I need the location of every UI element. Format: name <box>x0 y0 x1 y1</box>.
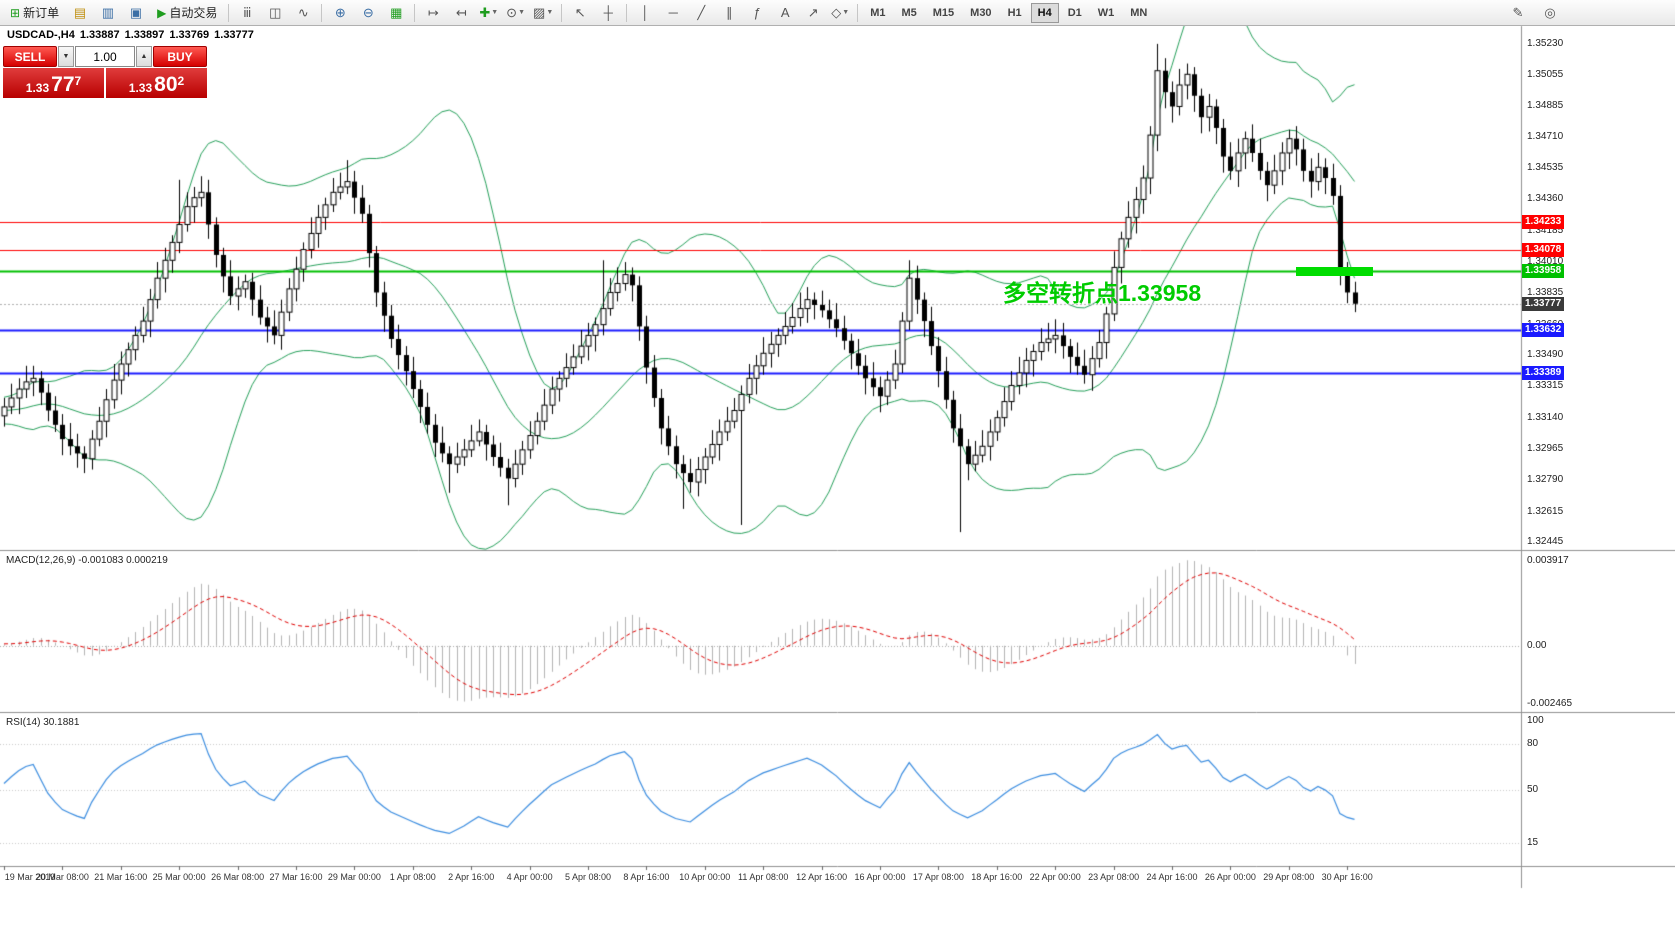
chart-shift-icon[interactable]: ↤ <box>455 4 467 20</box>
templates-button[interactable]: ▨ ▼ <box>530 3 556 23</box>
buy-price-base: 1.33 <box>128 81 153 95</box>
new-order-button[interactable]: ⊞ 新订单 <box>4 3 65 23</box>
crosshair-icon[interactable]: ┼ <box>603 4 613 20</box>
binoculars-icon[interactable]: ◎ <box>1544 4 1556 20</box>
toolbar-separator <box>857 3 859 22</box>
sell-button[interactable]: SELL <box>3 46 57 67</box>
new-order-label: 新订单 <box>23 5 60 20</box>
toolbar-separator <box>626 3 628 22</box>
rsi-panel-divider[interactable] <box>0 711 1675 714</box>
text-tool-icon[interactable]: A <box>780 4 790 20</box>
buy-price[interactable]: 1.33 80 2 <box>106 68 207 98</box>
chevron-down-icon: ▼ <box>491 8 499 16</box>
fibonacci-icon[interactable]: ƒ <box>753 4 761 20</box>
toolbar-separator <box>414 3 416 22</box>
templates-icon: ▨ <box>533 4 546 20</box>
periods-button[interactable]: ⊙ ▼ <box>503 3 528 23</box>
shapes-icon: ◇ <box>831 4 842 20</box>
timeframe-m30-button[interactable]: M30 <box>963 3 998 23</box>
periods-clock-icon: ⊙ <box>506 4 518 20</box>
autotrading-button[interactable]: ▶ 自动交易 <box>151 3 223 23</box>
timeframe-m15-button[interactable]: M15 <box>926 3 961 23</box>
macd-panel-divider[interactable] <box>0 549 1675 552</box>
indicators-button[interactable]: ✚ ▼ <box>476 3 501 23</box>
timeframe-m5-button[interactable]: M5 <box>894 3 923 23</box>
candlestick-chart-icon[interactable]: ◫ <box>269 4 282 20</box>
auto-scroll-icon[interactable]: ↦ <box>427 4 439 20</box>
price-axis[interactable] <box>1521 26 1675 886</box>
timeframe-w1-button[interactable]: W1 <box>1091 3 1122 23</box>
buy-price-fraction: 2 <box>177 74 185 88</box>
indicators-icon: ✚ <box>479 4 491 20</box>
arrow-tool-icon[interactable]: ↗ <box>807 4 819 20</box>
buy-button[interactable]: BUY <box>153 46 207 67</box>
zoom-in-icon[interactable]: ⊕ <box>334 4 346 20</box>
cursor-icon[interactable]: ↖ <box>574 4 586 20</box>
chevron-down-icon: ▼ <box>518 8 526 16</box>
toolbar-separator <box>321 3 323 22</box>
chevron-down-icon: ▼ <box>842 8 850 16</box>
volume-up-button[interactable]: ▲ <box>136 46 152 67</box>
timeframe-mn-button[interactable]: MN <box>1123 3 1154 23</box>
sell-price-fraction: 7 <box>74 74 82 88</box>
toolbar-separator <box>228 3 230 22</box>
volume-down-button[interactable]: ▼ <box>58 46 74 67</box>
sell-price-pips: 77 <box>51 73 75 96</box>
toolbar: ⊞ 新订单 ▤ ▥ ▣ ▶ 自动交易 ⅲ ◫ ∿ ⊕ ⊖ ▦ ↦ ↤ ✚ ▼ ⊙… <box>0 0 1675 26</box>
shapes-button[interactable]: ◇ ▼ <box>828 3 852 23</box>
bar-chart-icon[interactable]: ⅲ <box>243 4 252 20</box>
chevron-down-icon: ▼ <box>546 8 554 16</box>
timeframe-h4-button[interactable]: H4 <box>1030 2 1059 23</box>
profiles-icon[interactable]: ▤ <box>73 4 87 20</box>
trendline-icon[interactable]: ╱ <box>697 4 706 20</box>
time-axis[interactable] <box>0 866 1521 888</box>
timeframe-d1-button[interactable]: D1 <box>1061 3 1089 23</box>
sell-price[interactable]: 1.33 77 7 <box>3 68 104 98</box>
horizontal-line-icon[interactable]: ─ <box>668 4 678 20</box>
toolbar-separator <box>561 3 563 22</box>
tile-windows-icon[interactable]: ▦ <box>390 4 403 20</box>
vertical-line-icon[interactable]: │ <box>641 4 650 20</box>
navigator-icon[interactable]: ▣ <box>129 4 143 20</box>
buy-price-pips: 80 <box>154 73 178 96</box>
volume-input[interactable] <box>75 46 135 67</box>
sell-price-base: 1.33 <box>25 81 50 95</box>
market-watch-icon[interactable]: ▥ <box>101 4 115 20</box>
line-chart-icon[interactable]: ∿ <box>297 4 309 20</box>
new-order-icon: ⊞ <box>10 5 21 20</box>
channel-icon[interactable]: ∥ <box>726 4 733 20</box>
timeframe-h1-button[interactable]: H1 <box>1001 3 1029 23</box>
zoom-out-icon[interactable]: ⊖ <box>362 4 374 20</box>
timeframe-m1-button[interactable]: M1 <box>863 3 892 23</box>
pencil-icon[interactable]: ✎ <box>1512 4 1524 20</box>
autotrading-label: 自动交易 <box>169 5 218 20</box>
autotrading-play-icon: ▶ <box>157 5 167 20</box>
